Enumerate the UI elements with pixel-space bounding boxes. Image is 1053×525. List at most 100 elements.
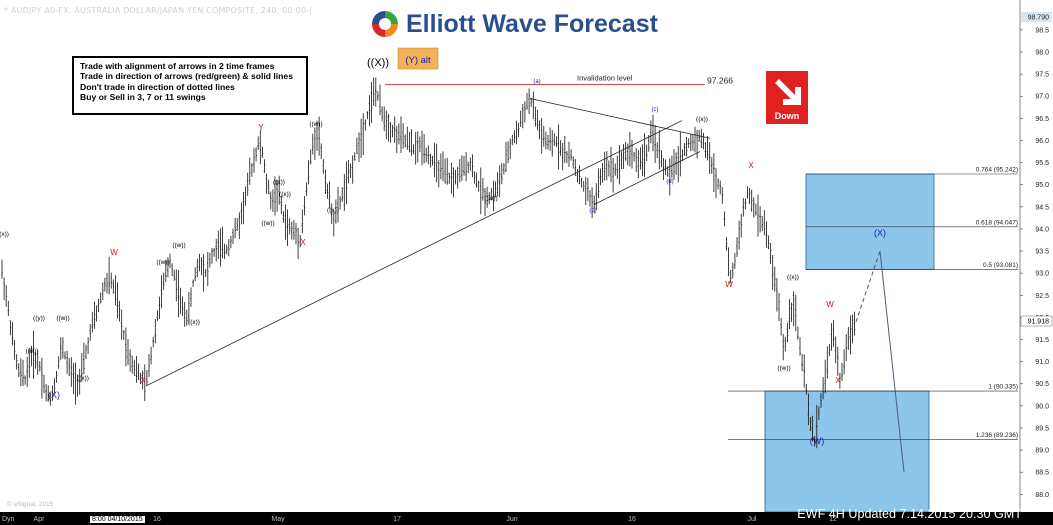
price-bar [311,133,314,155]
price-bar [167,257,169,278]
wave-label: W [826,300,834,309]
rule-line: Buy or Sell in 3, 7 or 11 swings [80,92,206,103]
price-bar [845,334,848,361]
price-bar [725,236,728,251]
price-bar [458,158,461,183]
price-bar [689,134,692,152]
price-bar [603,151,606,181]
price-bar [307,160,310,185]
price-bar [836,346,839,377]
price-bar [582,181,585,192]
price-bar [746,186,749,199]
price-bar [38,361,41,372]
price-bar [209,252,211,268]
price-bar [158,296,161,319]
price-bar [143,364,146,402]
x-tick-label: Apr [34,516,46,523]
price-bar [1,259,3,279]
price-bar [803,354,806,388]
price-bar [713,153,715,193]
y-tick-label: 98.5 [1035,27,1049,34]
wave-label: (d) [666,179,673,185]
price-bar [343,174,346,211]
price-bar [337,186,339,223]
price-bar [93,301,96,329]
price-bar [211,247,213,264]
price-bar [57,356,60,369]
x-tick-label: 16 [153,516,161,523]
price-bar [551,130,554,157]
price-bar [734,253,736,269]
price-bar [696,129,698,159]
price-bar [742,198,745,217]
price-bar [853,311,856,336]
price-bar [152,336,155,348]
price-bar [719,180,722,195]
price-bar [120,309,123,340]
price-bar [179,287,182,314]
wave-label: ((x)) [0,231,9,238]
price-bar [576,168,579,183]
price-bar [731,262,734,279]
price-bar [156,310,159,321]
price-bar [687,138,690,148]
price-bar [7,300,10,316]
price-bar [160,275,163,309]
price-bar [335,199,337,224]
y-tick-label: 97.5 [1035,72,1049,79]
price-bar [608,160,610,177]
price-bar [80,353,83,382]
price-bar [217,230,220,260]
price-bar [549,127,551,151]
price-bar [517,122,520,138]
wave-label: ((x)) [327,207,339,214]
price-bar [330,203,333,225]
price-bar [26,356,29,388]
y-tick-label: 96.5 [1035,116,1049,123]
price-bar [248,157,251,185]
price-bar [30,345,33,367]
forecast-path [879,250,905,473]
y-tick-label: 98.0 [1035,50,1049,57]
price-bar [387,114,390,142]
wave-label: ((w)) [484,195,497,202]
price-bar [752,197,755,218]
price-bar [370,81,373,123]
price-bar [681,149,684,161]
price-bar [475,172,478,188]
price-bar [561,143,564,171]
price-bar [318,116,320,156]
price-bar [101,282,104,301]
price-bar [767,235,770,250]
price-bar [36,350,39,375]
price-bar [656,142,659,159]
price-bar [108,256,110,295]
wave-label: ((w)) [309,121,322,128]
dyn-toggle[interactable]: Dyn [2,516,15,523]
price-bar [832,319,835,347]
price-bar [498,165,501,198]
price-bar [532,91,535,120]
price-bar [534,106,537,127]
price-bar [729,269,732,284]
price-bar [299,234,302,248]
price-bar [780,317,782,336]
price-bar [78,368,81,395]
down-signal-badge: Down [764,69,810,126]
wave-label: W [725,280,733,289]
price-bar [345,161,348,205]
price-bar [265,173,268,194]
wave-label: X [140,376,146,385]
price-bar [513,130,516,144]
current-price-marker [1020,315,1053,327]
price-bar [612,157,614,193]
price-bar [815,405,818,449]
price-bar [332,210,335,237]
price-bar [771,254,774,290]
price-bar [515,120,518,145]
price-bar [198,253,201,272]
price-bar [841,362,843,381]
price-bar [162,272,165,290]
price-bar [740,213,743,238]
